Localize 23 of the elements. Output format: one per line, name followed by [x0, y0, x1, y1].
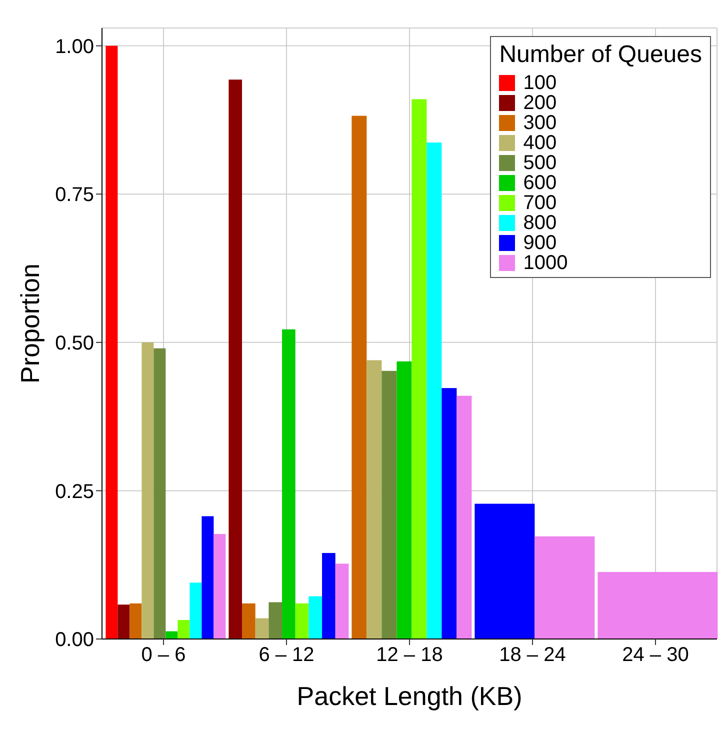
y-tick-label: 1.00 — [55, 36, 94, 58]
legend-label: 400 — [522, 132, 558, 154]
y-axis-title: Proportion — [15, 264, 46, 384]
legend-label: 700 — [522, 192, 558, 214]
legend-label: 500 — [522, 152, 558, 174]
legend-label: 100 — [522, 72, 558, 94]
legend-title: Number of Queues — [499, 41, 702, 69]
x-axis-title: Packet Length (KB) — [296, 681, 522, 711]
legend-label: 300 — [522, 112, 558, 134]
legend-label: 1000 — [522, 252, 569, 274]
x-tick-label: 18 – 24 — [499, 644, 566, 666]
x-tick-label: 6 – 12 — [258, 644, 314, 666]
x-tick-label: 12 – 18 — [376, 644, 443, 666]
legend-label: 900 — [522, 232, 558, 254]
legend-label: 800 — [522, 212, 558, 234]
x-tick-label: 24 – 30 — [622, 644, 689, 666]
y-tick-label: 0.75 — [55, 184, 94, 206]
y-tick-label: 0.25 — [55, 480, 94, 503]
x-tick-label: 0 – 6 — [141, 644, 186, 666]
legend-label: 200 — [522, 92, 558, 114]
legend-label: 600 — [522, 172, 558, 194]
y-tick-label: 0.00 — [55, 629, 94, 652]
y-tick-label: 0.50 — [55, 332, 94, 354]
